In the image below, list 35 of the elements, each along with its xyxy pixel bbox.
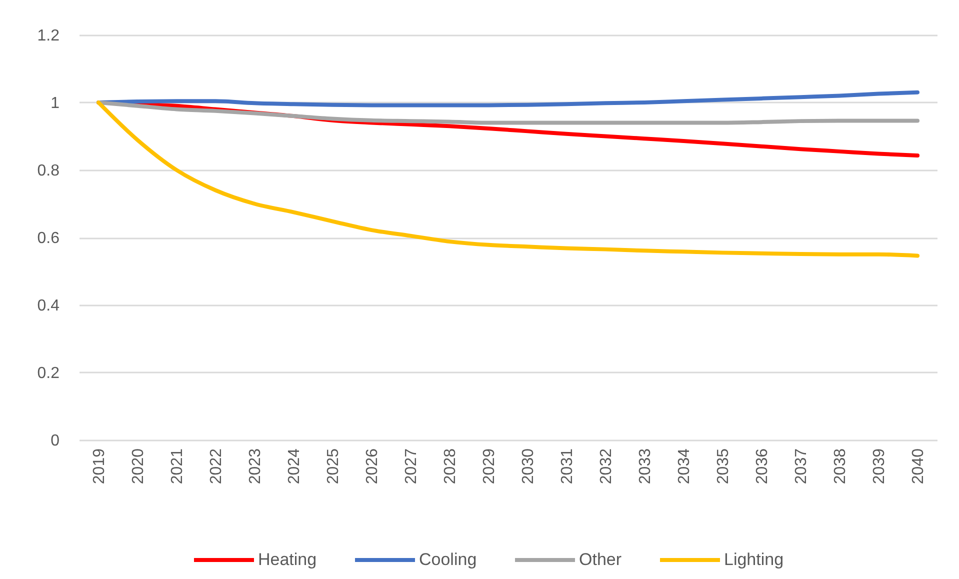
y-tick-label: 0.6 [37, 230, 60, 247]
x-tick-label: 2024 [286, 448, 303, 484]
x-tick-label: 2021 [169, 448, 186, 484]
x-tick-label: 2037 [793, 448, 810, 484]
x-tick-label: 2031 [559, 448, 576, 484]
x-tick-label: 2020 [130, 448, 147, 484]
x-tick-label: 2025 [325, 448, 342, 484]
legend-label: Cooling [419, 550, 477, 569]
x-tick-label: 2027 [403, 448, 420, 484]
x-tick-label: 2039 [871, 448, 888, 484]
y-tick-label: 1.2 [37, 28, 60, 44]
x-tick-label: 2023 [247, 448, 264, 484]
x-tick-label: 2035 [715, 448, 732, 484]
y-tick-label: 0.8 [37, 162, 60, 180]
y-tick-label: 0.2 [37, 365, 60, 382]
x-tick-label: 2030 [520, 448, 537, 484]
legend-label: Lighting [724, 550, 784, 569]
x-tick-label: 2033 [637, 448, 654, 484]
legend-label: Heating [258, 550, 317, 569]
x-tick-label: 2036 [754, 448, 771, 484]
legend-label: Other [579, 550, 622, 569]
line-series [96, 100, 920, 125]
x-tick-label: 2034 [676, 448, 693, 484]
x-tick-label: 2019 [91, 448, 108, 484]
x-tick-label: 2032 [598, 448, 615, 484]
y-tick-label: 1 [50, 95, 60, 112]
x-tick-label: 2038 [832, 448, 849, 484]
x-tick-label: 2040 [910, 448, 927, 484]
x-tick-label: 2028 [442, 448, 459, 484]
x-tick-label: 2026 [364, 448, 381, 484]
y-tick-label: 0.4 [37, 298, 60, 314]
x-tick-label: 2022 [208, 448, 225, 484]
x-tick-label: 2029 [481, 448, 498, 484]
line-series [96, 100, 920, 258]
y-tick-label: 0 [50, 432, 60, 450]
